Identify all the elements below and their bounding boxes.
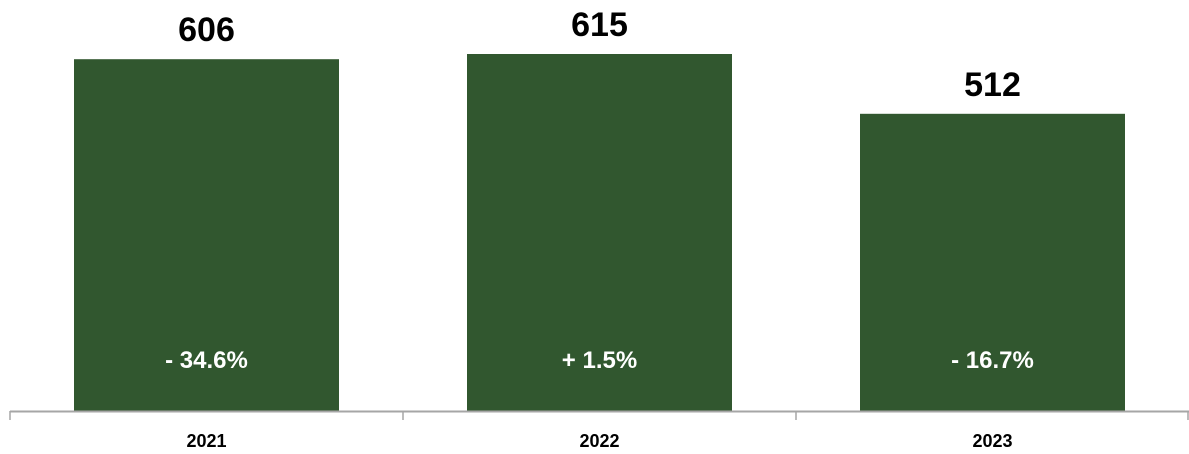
x-tick-label-2022: 2022	[579, 431, 619, 451]
change-label-2023: - 16.7%	[951, 347, 1034, 374]
x-axis	[9, 410, 1189, 420]
x-tick-label-2021: 2021	[186, 431, 226, 451]
bar-2023	[860, 113, 1125, 412]
value-label-2023: 512	[964, 66, 1021, 104]
change-label-2021: - 34.6%	[165, 347, 248, 374]
labels-group: 606 - 34.6% 2021 615 + 1.5% 2022 512 - 16.7% 202…	[165, 6, 1034, 451]
value-label-2021: 606	[178, 11, 235, 49]
bar-2021	[74, 59, 339, 411]
bars-group	[74, 54, 1125, 412]
change-label-2022: + 1.5%	[562, 347, 637, 374]
bar-2022	[467, 54, 732, 411]
value-label-2022: 615	[571, 6, 628, 44]
x-tick-label-2023: 2023	[972, 431, 1012, 451]
